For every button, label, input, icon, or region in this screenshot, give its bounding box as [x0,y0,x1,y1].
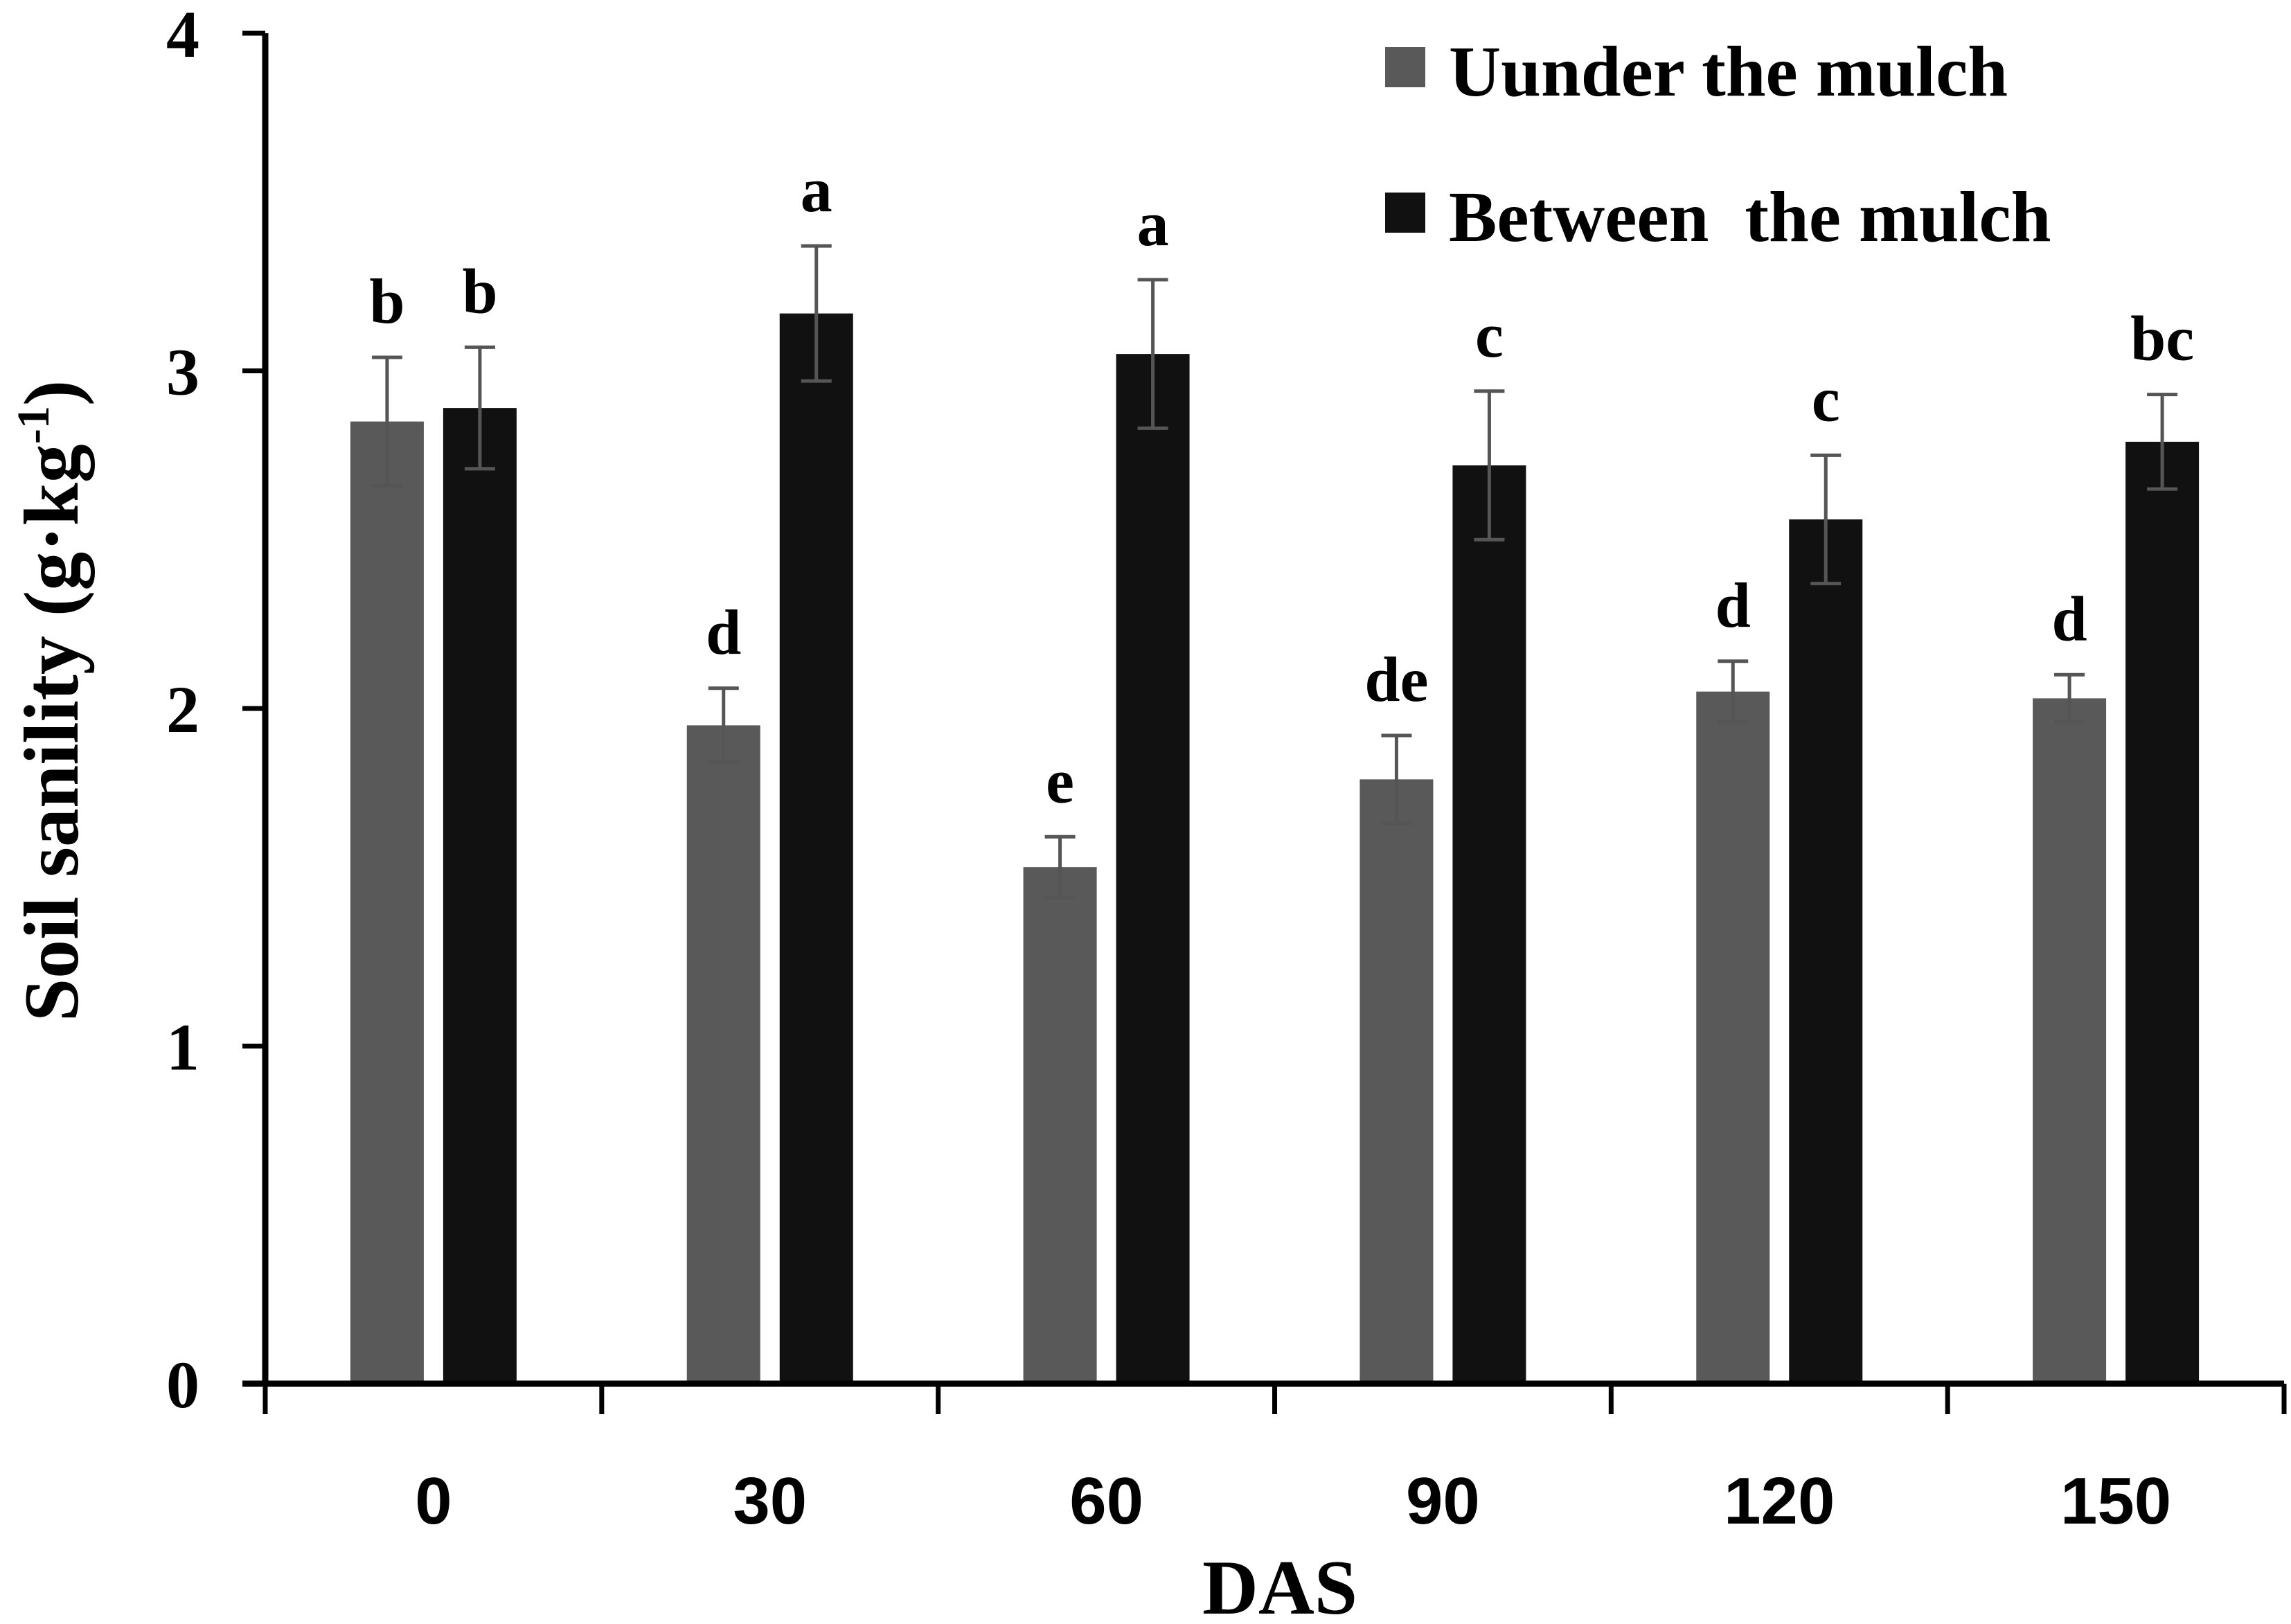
significance-label: bc [2130,303,2194,374]
y-tick-label: 2 [166,672,199,747]
y-axis-title-main: Soil sanility (g·kg [9,444,95,1021]
bar-under-mulch [2033,698,2107,1384]
x-tick-label: 150 [2060,1464,2171,1538]
legend: Uunder the mulch Between the mulch [1385,32,2051,257]
x-tick-label: 60 [1069,1464,1143,1538]
significance-label: a [1137,188,1169,259]
y-axis-title-superscript: -1 [8,406,59,444]
bar-between-mulch [443,408,517,1384]
bar-between-mulch [1452,465,1526,1384]
legend-label-under-mulch: Uunder the mulch [1449,32,2008,111]
bar-between-mulch [2125,441,2200,1384]
y-tick-label: 0 [166,1348,199,1422]
legend-swatch-under-mulch [1385,47,1425,87]
legend-swatch-between-mulch [1385,193,1425,233]
x-tick-label: 120 [1724,1464,1835,1538]
significance-label: d [2051,583,2087,654]
y-tick-label: 3 [166,335,199,409]
legend-label-between-mulch: Between the mulch [1449,177,2051,257]
bar-between-mulch [1116,354,1190,1384]
bar-between-mulch [1789,519,1863,1384]
bar-under-mulch [686,725,760,1384]
significance-label: d [706,597,741,668]
y-tick-label: 1 [166,1010,199,1085]
significance-label: de [1364,644,1428,715]
y-tick-label: 4 [166,0,199,71]
bar-under-mulch [1696,691,1770,1384]
y-axis-title-close: ) [9,380,95,406]
x-tick-label: 30 [733,1464,807,1538]
significance-label: e [1046,745,1074,816]
axes: 0 1 2 3 4 0 30 60 90 120 150 [166,0,2287,1538]
y-axis-title: Soil sanility (g·kg-1) [8,380,95,1021]
significance-label: d [1715,570,1751,641]
x-axis-title: DAS [1202,1545,1357,1624]
significance-label: b [462,256,497,326]
significance-label: c [1475,300,1504,371]
x-tick-label: 0 [415,1464,452,1538]
significance-label: b [369,266,404,337]
bar-under-mulch [1023,867,1097,1384]
bar-between-mulch [779,313,853,1384]
bar-under-mulch [350,421,424,1384]
significance-label: c [1812,364,1840,434]
significance-label: a [801,154,832,225]
bar-under-mulch [1360,779,1434,1384]
x-tick-label: 90 [1406,1464,1480,1538]
